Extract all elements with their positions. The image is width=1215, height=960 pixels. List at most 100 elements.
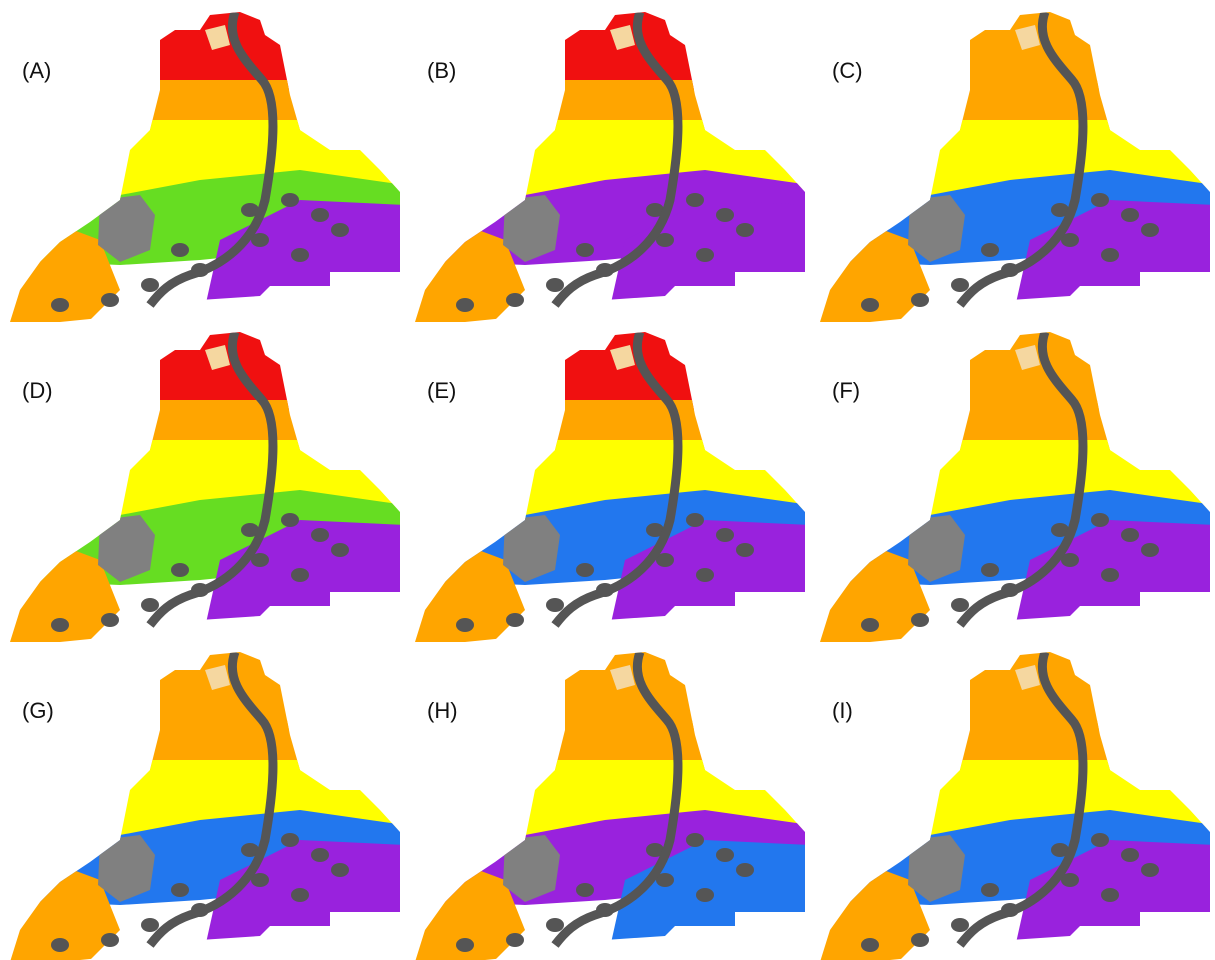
pond — [291, 888, 309, 902]
pond — [576, 883, 594, 897]
pond — [736, 543, 754, 557]
map-panel: (E) — [405, 320, 810, 650]
panel-label: (H) — [427, 698, 458, 723]
panel-label: (G) — [22, 698, 54, 723]
pond — [311, 208, 329, 222]
map-panel: (H) — [405, 640, 810, 960]
pond — [141, 278, 159, 292]
map-panel: (C) — [810, 0, 1215, 330]
pond — [951, 918, 969, 932]
map — [810, 0, 1215, 330]
zone — [810, 640, 1215, 730]
zone — [0, 320, 405, 410]
pond — [546, 278, 564, 292]
pond — [51, 938, 69, 952]
map — [810, 320, 1215, 650]
map — [405, 320, 810, 650]
pond — [951, 598, 969, 612]
zone — [810, 320, 1215, 410]
pond — [456, 618, 474, 632]
pond — [311, 528, 329, 542]
zone — [405, 0, 810, 90]
pond — [951, 278, 969, 292]
panel-label: (D) — [22, 378, 53, 403]
panel-label: (C) — [832, 58, 863, 83]
panel-label: (A) — [22, 58, 51, 83]
figure: (A) (B) (C) (D) (E) (F) (G) (H) (I) — [0, 0, 1215, 960]
map — [405, 0, 810, 330]
pond — [331, 223, 349, 237]
pond — [861, 938, 879, 952]
pond — [911, 933, 929, 947]
pond — [686, 193, 704, 207]
pond — [1101, 248, 1119, 262]
pond — [1121, 208, 1139, 222]
pond — [171, 563, 189, 577]
pond — [331, 543, 349, 557]
pond — [1141, 223, 1159, 237]
pond — [51, 298, 69, 312]
panel-label: (E) — [427, 378, 456, 403]
pond — [1141, 863, 1159, 877]
pond — [1101, 888, 1119, 902]
pond — [506, 933, 524, 947]
pond — [716, 528, 734, 542]
pond — [171, 883, 189, 897]
map-panel: (B) — [405, 0, 810, 330]
pond — [716, 848, 734, 862]
pond — [281, 513, 299, 527]
pond — [171, 243, 189, 257]
pond — [281, 833, 299, 847]
map — [0, 640, 405, 960]
map-panel: (D) — [0, 320, 405, 650]
panel-label: (F) — [832, 378, 860, 403]
pond — [1101, 568, 1119, 582]
pond — [736, 863, 754, 877]
pond — [911, 613, 929, 627]
map — [810, 640, 1215, 960]
pond — [1121, 528, 1139, 542]
zone — [0, 0, 405, 90]
pond — [1121, 848, 1139, 862]
pond — [141, 598, 159, 612]
pond — [696, 248, 714, 262]
pond — [1141, 543, 1159, 557]
pond — [1091, 513, 1109, 527]
pond — [696, 568, 714, 582]
pond — [981, 243, 999, 257]
pond — [506, 293, 524, 307]
pond — [456, 298, 474, 312]
pond — [861, 298, 879, 312]
map-panel: (F) — [810, 320, 1215, 650]
map — [405, 640, 810, 960]
pond — [281, 193, 299, 207]
pond — [546, 918, 564, 932]
map — [0, 0, 405, 330]
pond — [101, 933, 119, 947]
pond — [686, 833, 704, 847]
zone — [405, 640, 810, 730]
pond — [1091, 193, 1109, 207]
zone — [810, 0, 1215, 90]
pond — [576, 243, 594, 257]
pond — [291, 568, 309, 582]
pond — [311, 848, 329, 862]
zone — [0, 640, 405, 730]
map-panel: (I) — [810, 640, 1215, 960]
pond — [736, 223, 754, 237]
pond — [291, 248, 309, 262]
pond — [101, 613, 119, 627]
pond — [981, 883, 999, 897]
pond — [141, 918, 159, 932]
map — [0, 320, 405, 650]
pond — [546, 598, 564, 612]
pond — [861, 618, 879, 632]
pond — [101, 293, 119, 307]
pond — [456, 938, 474, 952]
pond — [716, 208, 734, 222]
pond — [331, 863, 349, 877]
panel-label: (B) — [427, 58, 456, 83]
panel-label: (I) — [832, 698, 853, 723]
pond — [911, 293, 929, 307]
pond — [1091, 833, 1109, 847]
